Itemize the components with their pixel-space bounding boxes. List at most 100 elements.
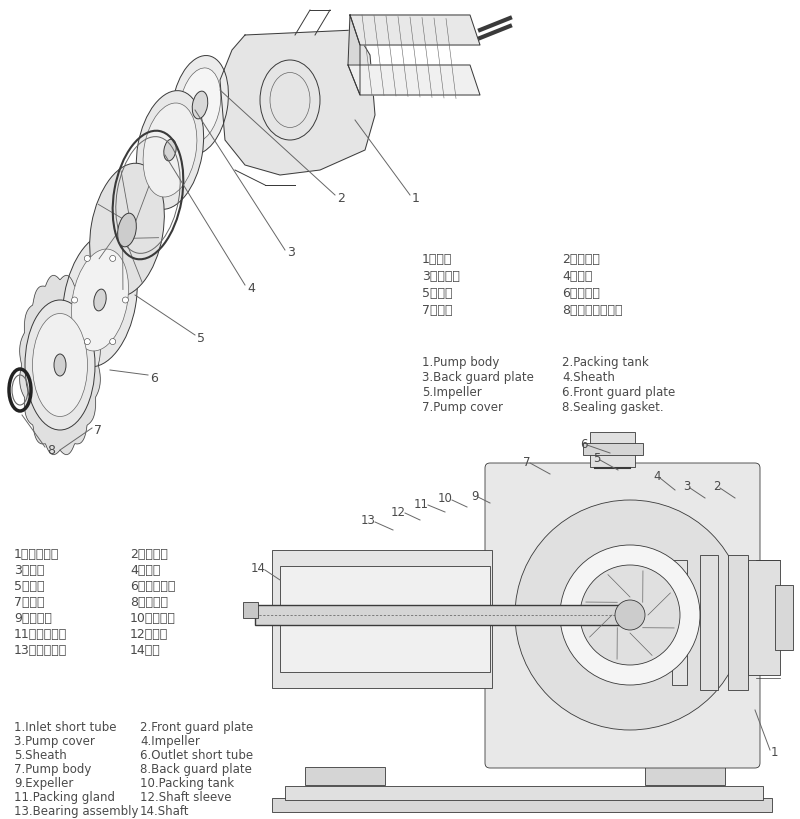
Text: 3、泵盖: 3、泵盖 xyxy=(14,564,44,577)
Polygon shape xyxy=(348,65,480,95)
Text: 8: 8 xyxy=(47,444,55,456)
Text: 5: 5 xyxy=(197,332,205,345)
Text: 2: 2 xyxy=(714,481,721,494)
Text: 9.Expeller: 9.Expeller xyxy=(14,777,74,790)
Text: 3.Pump cover: 3.Pump cover xyxy=(14,735,95,748)
Bar xyxy=(305,767,385,785)
Text: 13、轴承组件: 13、轴承组件 xyxy=(14,644,67,657)
Ellipse shape xyxy=(94,289,106,311)
Text: 5、护套: 5、护套 xyxy=(14,580,45,593)
Ellipse shape xyxy=(118,213,136,247)
Text: 2、前护板: 2、前护板 xyxy=(130,548,168,561)
Bar xyxy=(672,560,687,685)
Text: 10.Packing tank: 10.Packing tank xyxy=(140,777,234,790)
Bar xyxy=(272,798,772,812)
Circle shape xyxy=(71,297,78,303)
Polygon shape xyxy=(220,30,375,175)
Bar xyxy=(728,555,748,690)
Bar xyxy=(590,432,635,467)
Text: 4.Sheath: 4.Sheath xyxy=(562,371,615,384)
Ellipse shape xyxy=(25,300,95,430)
Text: 11.Packing gland: 11.Packing gland xyxy=(14,791,115,804)
Text: 6.Outlet short tube: 6.Outlet short tube xyxy=(140,749,253,762)
Polygon shape xyxy=(348,15,360,95)
Text: 11: 11 xyxy=(414,497,429,510)
Text: 7、泵盖: 7、泵盖 xyxy=(422,304,453,317)
Text: 1、泵体: 1、泵体 xyxy=(422,253,452,266)
Text: 4.Impeller: 4.Impeller xyxy=(140,735,200,748)
Text: 13: 13 xyxy=(361,514,376,527)
Text: 12、轴套: 12、轴套 xyxy=(130,628,168,641)
Text: 6.Front guard plate: 6.Front guard plate xyxy=(562,386,675,399)
Text: 9、副叶轮: 9、副叶轮 xyxy=(14,612,52,625)
Bar xyxy=(748,560,780,675)
Ellipse shape xyxy=(33,314,87,417)
Text: 12.Shaft sleeve: 12.Shaft sleeve xyxy=(140,791,231,804)
Text: 6、前护板: 6、前护板 xyxy=(562,287,600,300)
Text: 5、叶轮: 5、叶轮 xyxy=(422,287,453,300)
Ellipse shape xyxy=(62,233,138,367)
Text: 13.Bearing assembly: 13.Bearing assembly xyxy=(14,805,138,818)
Text: 2、填料笱: 2、填料笱 xyxy=(562,253,600,266)
Circle shape xyxy=(615,600,645,630)
Text: 4: 4 xyxy=(247,282,255,295)
Bar xyxy=(272,550,492,688)
Text: 7.Pump body: 7.Pump body xyxy=(14,763,91,776)
Ellipse shape xyxy=(71,249,129,351)
Text: 2.Front guard plate: 2.Front guard plate xyxy=(140,721,254,734)
Polygon shape xyxy=(20,275,100,455)
Bar xyxy=(583,443,643,455)
Text: 1、进口短管: 1、进口短管 xyxy=(14,548,59,561)
Ellipse shape xyxy=(192,91,208,119)
Text: 14.Shaft: 14.Shaft xyxy=(140,805,190,818)
Bar xyxy=(645,767,725,785)
Text: 8、吸入口密封庞: 8、吸入口密封庞 xyxy=(562,304,622,317)
Text: 10: 10 xyxy=(438,492,453,505)
Bar xyxy=(280,566,490,672)
Circle shape xyxy=(84,256,90,261)
Text: 12: 12 xyxy=(391,505,406,518)
Ellipse shape xyxy=(164,139,176,161)
Circle shape xyxy=(110,256,116,261)
Text: 6: 6 xyxy=(581,437,588,450)
Text: 14、轴: 14、轴 xyxy=(130,644,161,657)
Text: 2.Packing tank: 2.Packing tank xyxy=(562,356,649,369)
Polygon shape xyxy=(350,15,480,45)
Text: 8、后护板: 8、后护板 xyxy=(130,596,168,609)
Ellipse shape xyxy=(179,68,221,142)
Bar xyxy=(255,605,630,625)
Text: 3: 3 xyxy=(684,481,691,494)
Text: 7: 7 xyxy=(523,455,531,468)
Text: 5.Impeller: 5.Impeller xyxy=(422,386,482,399)
Text: 9: 9 xyxy=(471,490,479,503)
Text: 7.Pump cover: 7.Pump cover xyxy=(422,401,503,414)
Circle shape xyxy=(122,297,129,303)
Text: 2: 2 xyxy=(337,192,345,205)
Text: 3.Back guard plate: 3.Back guard plate xyxy=(422,371,534,384)
Bar xyxy=(700,555,718,690)
Text: 1: 1 xyxy=(412,192,420,205)
Text: 7、泵体: 7、泵体 xyxy=(14,596,45,609)
Text: 4、护套: 4、护套 xyxy=(562,270,592,283)
Text: 8.Back guard plate: 8.Back guard plate xyxy=(140,763,252,776)
Ellipse shape xyxy=(171,56,229,155)
Text: 4、叶轮: 4、叶轮 xyxy=(130,564,160,577)
Ellipse shape xyxy=(580,565,680,665)
Text: 8.Sealing gasket.: 8.Sealing gasket. xyxy=(562,401,664,414)
Text: 6: 6 xyxy=(150,372,158,384)
Text: 6、出口短管: 6、出口短管 xyxy=(130,580,175,593)
Text: 3: 3 xyxy=(287,247,295,260)
Text: 7: 7 xyxy=(94,424,102,437)
Text: 5.Sheath: 5.Sheath xyxy=(14,749,66,762)
Ellipse shape xyxy=(560,545,700,685)
Ellipse shape xyxy=(54,354,66,376)
Text: 1: 1 xyxy=(771,746,778,759)
Bar xyxy=(243,602,258,618)
FancyBboxPatch shape xyxy=(485,463,760,768)
Text: 1.Inlet short tube: 1.Inlet short tube xyxy=(14,721,117,734)
Text: 14: 14 xyxy=(251,563,266,576)
Bar xyxy=(775,585,793,650)
Text: 11、填料压盖: 11、填料压盖 xyxy=(14,628,67,641)
Circle shape xyxy=(110,338,116,345)
Text: 4: 4 xyxy=(654,470,661,483)
